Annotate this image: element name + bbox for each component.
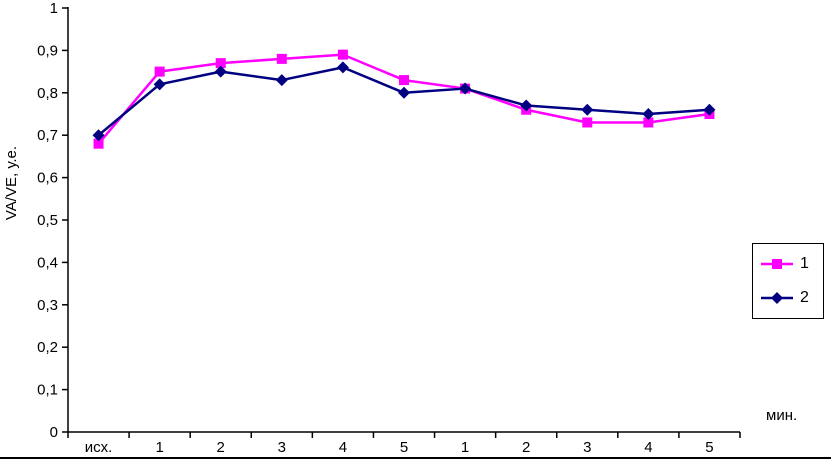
- series-2-diamond-marker: [459, 82, 472, 95]
- series-1-square-marker: [399, 75, 409, 86]
- y-tick-label: 0,9: [37, 42, 58, 59]
- x-tick-label: 2: [522, 439, 530, 456]
- series-2-diamond-marker: [581, 103, 594, 116]
- legend-label: 2: [800, 289, 809, 306]
- y-tick-label: 0,1: [37, 382, 58, 399]
- series-1-square-marker: [337, 49, 348, 60]
- series-1-square-marker: [582, 117, 593, 128]
- y-tick-label: 0,8: [37, 85, 58, 102]
- series-2-diamond-marker: [520, 99, 533, 112]
- x-tick-label: 5: [705, 439, 713, 456]
- legend-label: 1: [800, 255, 809, 272]
- y-tick-label: 0,4: [37, 254, 58, 271]
- y-tick-label: 0: [50, 424, 58, 441]
- x-tick-label: 2: [217, 439, 225, 456]
- x-tick-label: 1: [461, 439, 469, 456]
- x-tick-label: 4: [339, 439, 347, 456]
- series-2-diamond-marker: [703, 103, 716, 116]
- y-tick-label: 0,7: [37, 127, 58, 144]
- legend-item-1: 1: [761, 256, 815, 272]
- series-1-square-marker: [215, 58, 226, 69]
- x-tick-label: 3: [583, 439, 591, 456]
- legend-diamond-icon: [761, 292, 793, 304]
- x-tick-label: 5: [400, 439, 408, 456]
- series-2-diamond-marker: [92, 129, 105, 142]
- x-axis-unit-label: мин.: [766, 407, 798, 424]
- y-tick-label: 1: [50, 0, 58, 17]
- x-tick-label: 4: [644, 439, 652, 456]
- legend-square-icon: [761, 259, 793, 269]
- legend-item-2: 2: [761, 290, 815, 306]
- series-1-square-marker: [643, 117, 654, 128]
- y-tick-label: 0,6: [37, 170, 58, 187]
- y-tick-label: 0,3: [37, 297, 58, 314]
- x-tick-label: исх.: [85, 439, 113, 456]
- x-tick-label: 1: [155, 439, 163, 456]
- series-2-diamond-marker: [153, 78, 166, 91]
- series-2-diamond-marker: [642, 108, 655, 120]
- series-2-diamond-marker: [336, 61, 349, 74]
- y-axis-title: VA/VE, у.е.: [3, 146, 20, 221]
- series-1-square-marker: [93, 138, 104, 149]
- y-tick-label: 0,2: [37, 339, 58, 356]
- series-1-line: [97, 53, 710, 145]
- series-2-diamond-marker: [214, 65, 227, 78]
- x-tick-label: 3: [278, 439, 286, 456]
- series-1-square-marker: [154, 66, 165, 77]
- y-tick-label: 0,5: [37, 212, 58, 229]
- series-1-square-marker: [276, 53, 287, 64]
- series-2-diamond-marker: [398, 86, 410, 99]
- series-2-diamond-marker: [275, 74, 288, 87]
